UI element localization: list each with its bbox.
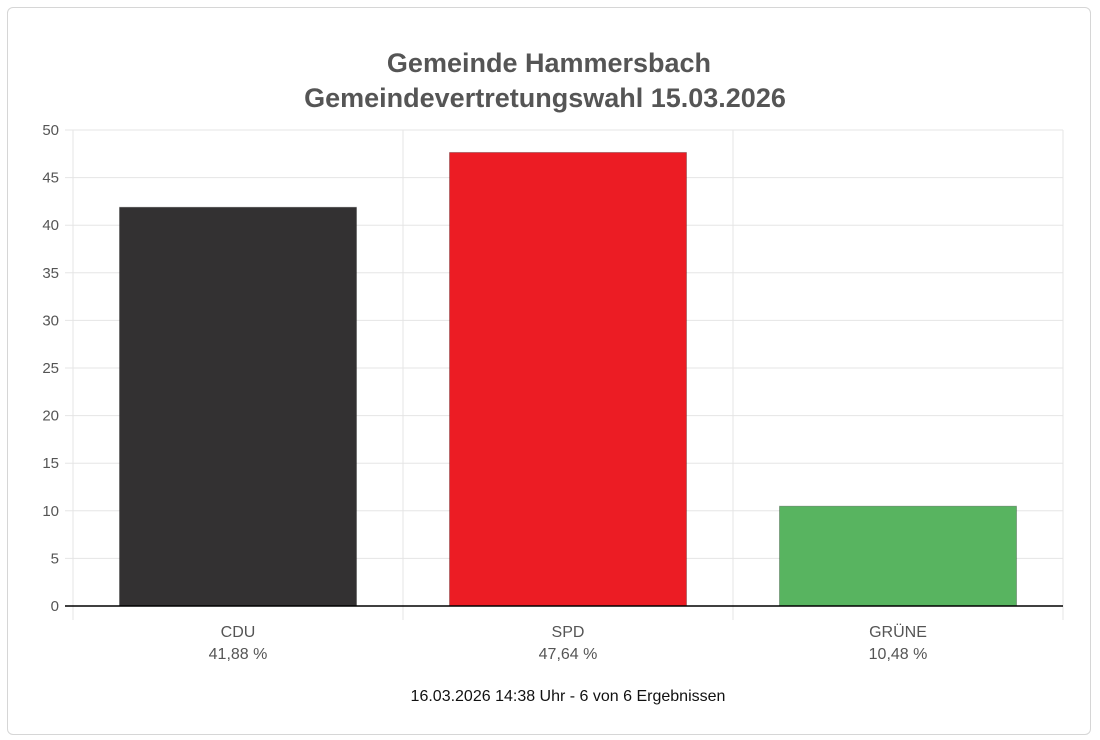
- chart-title: Gemeinde Hammersbach Gemeindevertretungs…: [304, 48, 786, 113]
- bar-cdu: [119, 206, 357, 607]
- chart-footer: 16.03.2026 14:38 Uhr - 6 von 6 Ergebniss…: [411, 688, 726, 705]
- chart-title-line-2: Gemeindevertretungswahl 15.03.2026: [304, 83, 786, 113]
- x-tick-label: SPD: [552, 624, 585, 641]
- bar-grüne: [779, 505, 1017, 607]
- y-tick-label: 15: [42, 455, 59, 472]
- y-tick-label: 25: [42, 360, 59, 377]
- bar-spd: [449, 151, 687, 607]
- x-tick-label: GRÜNE: [869, 623, 927, 641]
- data-label: 41,88 %: [209, 646, 268, 663]
- x-tick-label: CDU: [221, 624, 256, 641]
- y-tick-label: 45: [42, 170, 59, 187]
- y-tick-label: 30: [42, 312, 59, 329]
- data-label: 10,48 %: [869, 646, 928, 663]
- y-tick-label: 10: [42, 503, 59, 520]
- y-tick-label: 50: [42, 122, 59, 139]
- chart-title-line-1: Gemeinde Hammersbach: [387, 48, 711, 78]
- y-tick-label: 5: [51, 550, 59, 567]
- labels-layer: 0 5 10 15 20 25 30 35 40 45 50 CDU 41,88 % SPD 47,64 %…: [42, 122, 927, 663]
- data-label: 47,64 %: [539, 646, 598, 663]
- y-tick-label: 40: [42, 217, 59, 234]
- bars-layer: [119, 151, 1017, 607]
- y-tick-label: 0: [51, 598, 59, 615]
- y-tick-label: 20: [42, 408, 59, 425]
- y-tick-label: 35: [42, 265, 59, 282]
